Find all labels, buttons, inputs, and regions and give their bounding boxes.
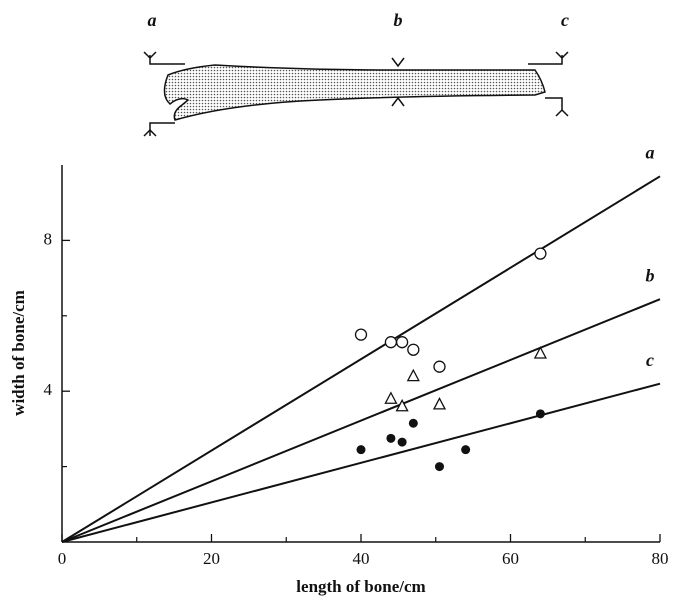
point: [384, 336, 398, 349]
fit-line: [61, 382, 661, 543]
line-label: c: [646, 350, 654, 370]
point: [408, 418, 418, 428]
point: [533, 346, 547, 359]
point: [395, 398, 409, 412]
point: [406, 368, 420, 382]
line-label: b: [646, 265, 655, 285]
point: [432, 396, 447, 410]
y-tick-label: 4: [44, 380, 53, 399]
y-axis-label: width of bone/cm: [9, 290, 28, 416]
diagram-label: b: [394, 10, 403, 30]
point: [434, 462, 444, 472]
point: [534, 247, 547, 260]
diagram-label: c: [561, 10, 569, 30]
fit-line: [61, 298, 661, 543]
point: [535, 409, 545, 419]
y-tick-label: 8: [44, 229, 53, 248]
point: [386, 433, 396, 443]
x-tick-label: 20: [203, 549, 220, 568]
point: [407, 343, 420, 356]
point: [356, 445, 366, 455]
x-tick-label: 0: [58, 549, 67, 568]
point: [384, 391, 398, 404]
line-label: a: [646, 142, 655, 162]
point: [397, 437, 407, 447]
diagram-label: a: [148, 10, 157, 30]
x-tick-label: 80: [652, 549, 669, 568]
bone-diagram: a b c: [143, 10, 569, 137]
x-tick-label: 40: [353, 549, 370, 568]
fit-line: [61, 175, 661, 543]
x-axis-label: length of bone/cm: [296, 577, 425, 596]
point: [354, 328, 368, 341]
point: [461, 445, 471, 455]
x-tick-label: 60: [502, 549, 519, 568]
point: [395, 336, 409, 349]
point: [433, 360, 446, 373]
